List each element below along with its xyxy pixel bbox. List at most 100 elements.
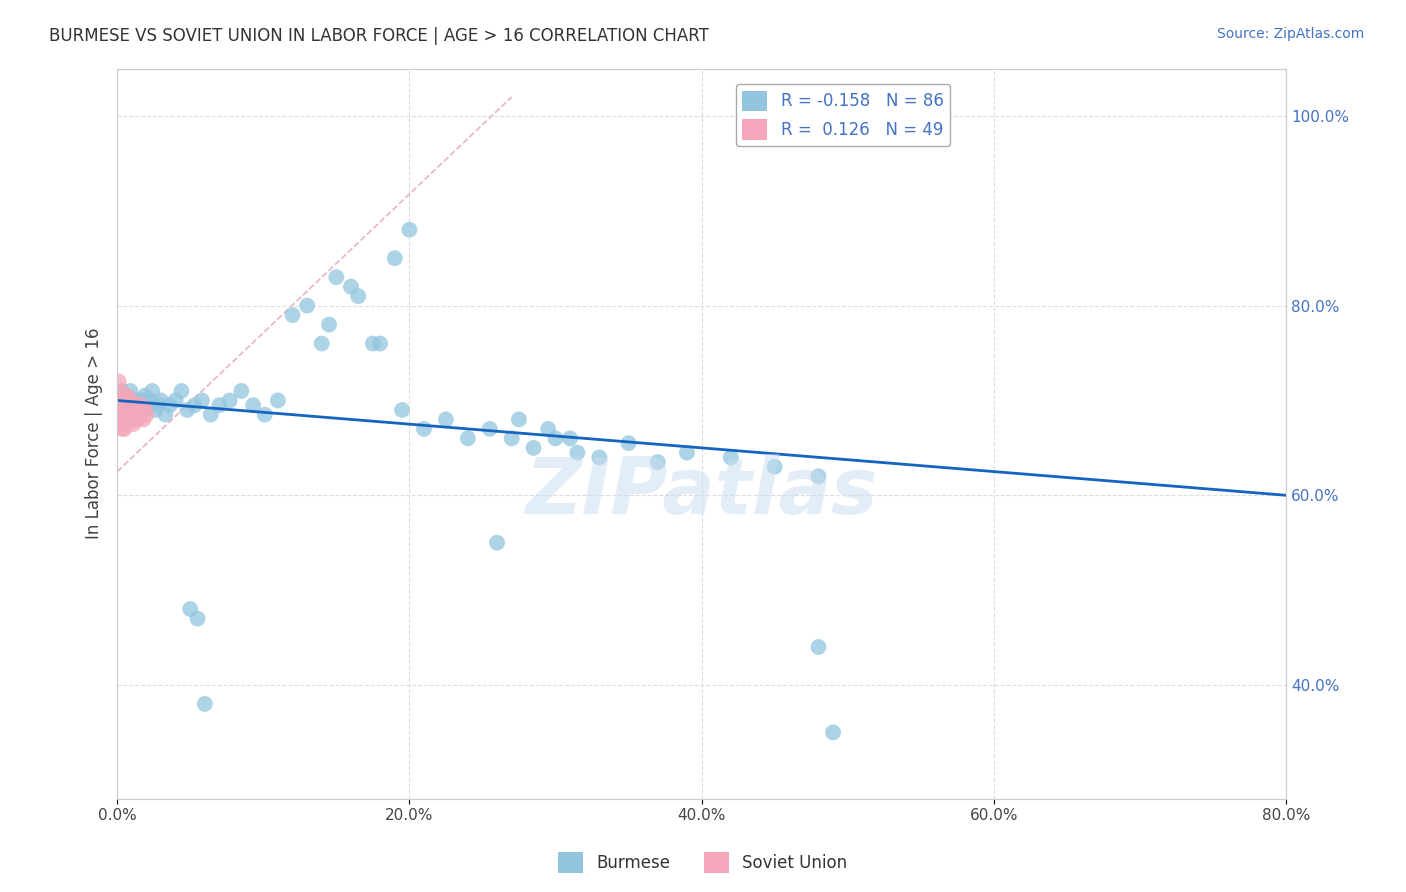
Point xyxy=(121,393,143,408)
Point xyxy=(361,336,384,351)
Point xyxy=(107,398,129,412)
Point xyxy=(132,403,155,417)
Point xyxy=(108,393,131,408)
Point xyxy=(125,398,148,412)
Point xyxy=(107,393,129,408)
Point xyxy=(125,398,148,412)
Point xyxy=(200,408,222,422)
Point xyxy=(112,398,135,412)
Point xyxy=(128,408,150,422)
Point xyxy=(121,408,143,422)
Point xyxy=(398,223,420,237)
Point xyxy=(124,393,146,408)
Point xyxy=(129,398,152,412)
Point xyxy=(242,398,264,412)
Point xyxy=(165,393,187,408)
Point xyxy=(112,417,135,432)
Point xyxy=(253,408,276,422)
Point xyxy=(108,408,131,422)
Point xyxy=(134,389,156,403)
Point xyxy=(413,422,436,436)
Point xyxy=(110,398,132,412)
Point xyxy=(143,403,166,417)
Point xyxy=(434,412,457,426)
Point xyxy=(676,445,699,459)
Point xyxy=(110,412,132,426)
Point xyxy=(558,431,581,445)
Point xyxy=(131,393,153,408)
Point xyxy=(146,398,169,412)
Point xyxy=(347,289,370,303)
Point xyxy=(121,408,143,422)
Point xyxy=(112,393,135,408)
Point xyxy=(108,384,131,398)
Point xyxy=(117,398,139,412)
Point xyxy=(122,398,145,412)
Point xyxy=(114,422,136,436)
Point xyxy=(121,398,143,412)
Point xyxy=(588,450,610,465)
Y-axis label: In Labor Force | Age > 16: In Labor Force | Age > 16 xyxy=(86,328,103,540)
Point xyxy=(522,441,544,455)
Point xyxy=(720,450,742,465)
Point xyxy=(120,412,142,426)
Point xyxy=(368,336,391,351)
Point xyxy=(117,412,139,426)
Point xyxy=(267,393,290,408)
Point xyxy=(110,422,132,436)
Point xyxy=(129,408,152,422)
Point xyxy=(311,336,333,351)
Point xyxy=(823,725,845,739)
Point xyxy=(110,403,132,417)
Point xyxy=(107,403,129,417)
Point xyxy=(128,403,150,417)
Point xyxy=(118,398,141,412)
Point xyxy=(647,455,669,469)
Point xyxy=(122,398,145,412)
Point xyxy=(120,398,142,412)
Point xyxy=(115,403,138,417)
Point xyxy=(114,398,136,412)
Point xyxy=(186,611,208,625)
Point xyxy=(295,299,318,313)
Point xyxy=(486,535,509,549)
Point xyxy=(110,384,132,398)
Point xyxy=(118,408,141,422)
Point xyxy=(501,431,523,445)
Point xyxy=(135,398,157,412)
Point xyxy=(325,270,347,285)
Text: Source: ZipAtlas.com: Source: ZipAtlas.com xyxy=(1216,27,1364,41)
Point xyxy=(135,408,157,422)
Point xyxy=(508,412,530,426)
Point xyxy=(134,403,156,417)
Point xyxy=(537,422,560,436)
Point xyxy=(125,408,148,422)
Point xyxy=(544,431,567,445)
Point xyxy=(131,398,153,412)
Point xyxy=(118,393,141,408)
Point xyxy=(124,403,146,417)
Point xyxy=(107,375,129,389)
Point xyxy=(115,393,138,408)
Text: ZIPatlas: ZIPatlas xyxy=(526,454,877,530)
Point xyxy=(120,393,142,408)
Legend: R = -0.158   N = 86, R =  0.126   N = 49: R = -0.158 N = 86, R = 0.126 N = 49 xyxy=(735,84,950,146)
Point xyxy=(114,408,136,422)
Point xyxy=(218,393,240,408)
Point xyxy=(122,403,145,417)
Point xyxy=(159,398,181,412)
Point xyxy=(114,408,136,422)
Point xyxy=(120,403,142,417)
Point xyxy=(112,408,135,422)
Point xyxy=(807,469,830,483)
Point xyxy=(138,393,160,408)
Point xyxy=(115,403,138,417)
Point xyxy=(478,422,501,436)
Legend: Burmese, Soviet Union: Burmese, Soviet Union xyxy=(551,846,855,880)
Point xyxy=(127,393,149,408)
Point xyxy=(194,697,217,711)
Point xyxy=(110,417,132,432)
Point xyxy=(384,251,406,265)
Point xyxy=(124,412,146,426)
Point xyxy=(108,398,131,412)
